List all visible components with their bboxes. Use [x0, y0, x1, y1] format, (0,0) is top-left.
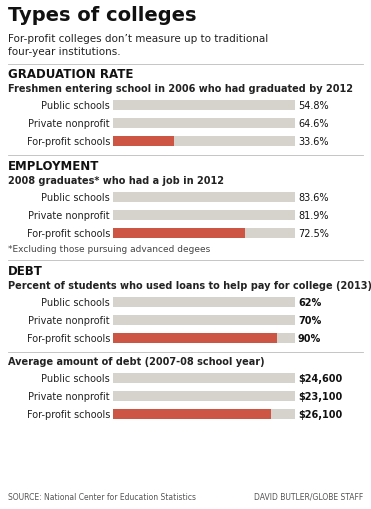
Text: 70%: 70%	[298, 316, 321, 325]
Text: 33.6%: 33.6%	[298, 137, 328, 147]
Bar	[113, 119, 230, 129]
Text: 83.6%: 83.6%	[298, 192, 328, 203]
Bar	[113, 373, 262, 383]
Text: GRADUATION RATE: GRADUATION RATE	[8, 68, 134, 81]
Bar	[113, 211, 295, 220]
Text: 64.6%: 64.6%	[298, 119, 328, 129]
Text: $26,100: $26,100	[298, 409, 342, 419]
Text: DEBT: DEBT	[8, 265, 43, 277]
Text: $24,600: $24,600	[298, 373, 342, 383]
Text: 54.8%: 54.8%	[298, 101, 329, 111]
Bar	[113, 333, 295, 344]
Text: Percent of students who used loans to help pay for college (2013): Percent of students who used loans to he…	[8, 280, 371, 291]
Text: 90%: 90%	[298, 333, 321, 344]
Bar	[113, 297, 226, 307]
Text: Private nonprofit: Private nonprofit	[28, 391, 110, 401]
Bar	[113, 137, 295, 147]
Text: 62%: 62%	[298, 297, 321, 307]
Bar	[113, 192, 295, 203]
Text: Private nonprofit: Private nonprofit	[28, 119, 110, 129]
Text: Types of colleges: Types of colleges	[8, 6, 197, 25]
Bar	[113, 297, 295, 307]
Text: SOURCE: National Center for Education Statistics: SOURCE: National Center for Education St…	[8, 492, 196, 501]
Text: Public schools: Public schools	[41, 101, 110, 111]
Text: Public schools: Public schools	[41, 192, 110, 203]
Text: four-year institutions.: four-year institutions.	[8, 47, 121, 57]
Bar	[113, 192, 265, 203]
Text: For-profit colleges don’t measure up to traditional: For-profit colleges don’t measure up to …	[8, 34, 268, 44]
Bar	[113, 119, 295, 129]
Text: For-profit schools: For-profit schools	[27, 409, 110, 419]
Text: *Excluding those pursuing advanced degees: *Excluding those pursuing advanced degee…	[8, 244, 210, 253]
Bar	[113, 316, 240, 325]
Bar	[113, 101, 213, 111]
Bar	[113, 137, 174, 147]
Bar	[113, 229, 295, 239]
Bar	[113, 229, 245, 239]
Bar	[113, 409, 295, 419]
Text: For-profit schools: For-profit schools	[27, 137, 110, 147]
Bar	[113, 316, 295, 325]
Bar	[113, 211, 262, 220]
Bar	[113, 391, 253, 401]
Bar	[113, 101, 295, 111]
Text: Public schools: Public schools	[41, 297, 110, 307]
Text: Private nonprofit: Private nonprofit	[28, 316, 110, 325]
Text: 72.5%: 72.5%	[298, 229, 329, 239]
Text: For-profit schools: For-profit schools	[27, 333, 110, 344]
Text: Average amount of debt (2007-08 school year): Average amount of debt (2007-08 school y…	[8, 356, 265, 366]
Text: Private nonprofit: Private nonprofit	[28, 211, 110, 220]
Bar	[113, 373, 295, 383]
Text: 81.9%: 81.9%	[298, 211, 328, 220]
Text: For-profit schools: For-profit schools	[27, 229, 110, 239]
Text: Freshmen entering school in 2006 who had graduated by 2012: Freshmen entering school in 2006 who had…	[8, 84, 353, 94]
Bar	[113, 409, 271, 419]
Text: EMPLOYMENT: EMPLOYMENT	[8, 160, 99, 173]
Text: 2008 graduates* who had a job in 2012: 2008 graduates* who had a job in 2012	[8, 176, 224, 186]
Text: $23,100: $23,100	[298, 391, 342, 401]
Text: DAVID BUTLER/GLOBE STAFF: DAVID BUTLER/GLOBE STAFF	[254, 492, 363, 501]
Bar	[113, 391, 295, 401]
Text: Public schools: Public schools	[41, 373, 110, 383]
Bar	[113, 333, 277, 344]
